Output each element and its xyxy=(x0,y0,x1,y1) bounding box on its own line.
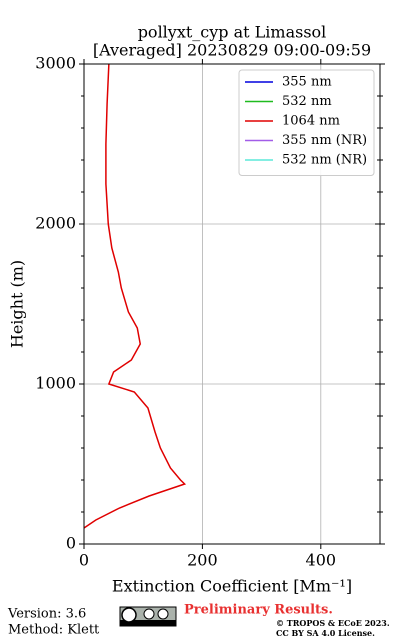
y-tick-label: 1000 xyxy=(35,374,76,393)
x-tick-label: 200 xyxy=(187,551,218,570)
legend-label: 532 nm xyxy=(282,94,332,109)
notice: Preliminary Results. xyxy=(184,603,333,618)
copyright: © TROPOS & ECoE 2023. xyxy=(276,618,390,628)
chart-subtitle: [Averaged] 20230829 09:00-09:59 xyxy=(93,41,371,60)
license: CC BY SA 4.0 License. xyxy=(276,628,375,638)
legend-label: 532 nm (NR) xyxy=(282,153,367,168)
plot-frame xyxy=(83,63,381,545)
legend-label: 1064 nm xyxy=(282,114,340,129)
method: Method: Klett xyxy=(8,623,100,638)
version: Version: 3.6 xyxy=(7,607,86,622)
legend-box xyxy=(238,69,375,176)
y-tick-label: 0 xyxy=(66,534,76,553)
x-tick-label: 400 xyxy=(306,551,337,570)
chart-title: pollyxt_cyp at Limassol xyxy=(138,23,327,42)
y-axis-label: Height (m) xyxy=(8,260,27,348)
legend-label: 355 nm (NR) xyxy=(282,133,367,148)
data-line xyxy=(83,63,187,529)
cc-badge xyxy=(119,606,177,627)
legend-label: 355 nm xyxy=(282,75,332,90)
x-tick-label: 0 xyxy=(79,551,89,570)
x-axis-label: Extinction Coefficient [Mm⁻¹] xyxy=(112,577,352,596)
y-tick-label: 3000 xyxy=(35,54,76,73)
y-tick-label: 2000 xyxy=(35,214,76,233)
